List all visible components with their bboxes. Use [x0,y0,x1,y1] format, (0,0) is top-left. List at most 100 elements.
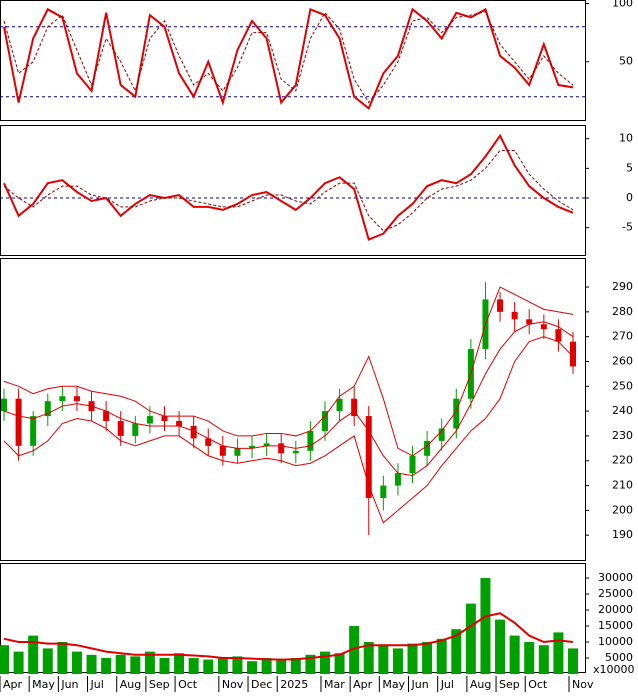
volume-bar [392,648,403,674]
volume-bar [524,642,535,674]
y-tick-label: 280 [612,305,633,318]
x-tick-label: Aug [120,678,141,691]
x-tick-label: Sep [149,678,170,691]
volume-bar [130,656,141,674]
series-line [3,150,574,232]
candle-body [365,416,372,498]
candle-body [321,411,328,431]
volume-bar [28,635,39,674]
x-tick-label: Sep [499,678,520,691]
volume-bar [217,658,228,674]
volume-bar [232,656,243,674]
volume-bar [363,642,374,674]
series-line [3,321,574,477]
candle-body [336,398,343,412]
volume-bar [144,651,155,674]
y-tick-label: 250 [612,379,633,392]
x-tick-label: Apr [353,678,373,691]
volume-bar [101,658,112,674]
x-tick-label: Jul [440,678,454,691]
volume-bar [159,658,170,674]
volume-bar [305,654,316,674]
y-tick-label: 260 [612,354,633,367]
series-line [3,286,574,457]
candle-body [409,455,416,474]
y-tick-label: 15000 [598,619,633,632]
x-tick-label: Nov [572,678,594,691]
candle-body [511,311,518,320]
volume-bar [174,653,185,674]
candle-body [190,425,197,439]
candle-body [117,421,124,436]
candle-body [15,398,22,446]
y-tick-label: -5 [622,221,633,234]
candle-body [526,319,533,325]
series-line [3,133,574,241]
x-tick-label: Apr [3,678,23,691]
y-tick-label: 30000 [598,571,633,584]
x-tick-label: Dec [251,678,272,691]
volume-bar [42,648,53,674]
volume-bar [13,651,24,674]
axis-unit: x10000 [593,663,635,676]
y-tick-label: 240 [612,404,633,417]
volume-bar [203,659,214,674]
candle-body [570,341,576,367]
x-tick-label: 2025 [280,678,308,691]
volume-bar [465,603,476,674]
volume-bar [480,578,491,674]
volume-bar [509,635,520,674]
volume-bar [378,645,389,674]
volume-bar [247,661,258,674]
y-tick-label: 270 [612,330,633,343]
candle-body [278,443,285,454]
volume-bar [538,645,549,674]
volume-bar [407,643,418,674]
series-line [3,336,574,524]
candle-body [1,398,7,412]
x-tick-label: Jun [411,678,429,691]
series-line [3,11,574,104]
volume-bar [349,626,360,674]
candle-body [555,329,562,342]
candle-body [146,416,153,424]
y-tick-label: 290 [612,280,633,293]
y-tick-label: 20000 [598,603,633,616]
panel-frame [0,0,586,121]
volume-bar [290,658,301,674]
y-tick-label: 10 [619,132,633,145]
y-tick-label: 25000 [598,587,633,600]
candle-body [219,445,226,456]
candle-body [59,396,66,402]
y-tick-label: 190 [612,528,633,541]
volume-bar [436,638,447,674]
volume-bar [0,645,9,674]
y-tick-label: 200 [612,503,633,516]
volume-bar [57,642,68,674]
candle-body [30,416,37,446]
candle-body [249,445,256,449]
x-tick-label: May [32,678,55,691]
candle-body [438,428,445,441]
panel-frame [0,258,586,561]
x-tick-label: Oct [178,678,198,691]
candle-body [103,411,110,422]
x-tick-label: Oct [528,678,548,691]
volume-bar [115,654,126,674]
volume-bar [188,658,199,674]
x-tick-label: Nov [222,678,244,691]
y-tick-label: 210 [612,479,633,492]
volume-bar [334,653,345,674]
candle-body [453,398,460,429]
candle-body [540,324,547,330]
volume-bar [261,658,272,674]
candle-body [394,473,401,486]
candle-body [292,450,299,454]
x-tick-label: Mar [324,678,345,691]
y-tick-label: 100 [612,0,633,9]
y-tick-label: 5 [626,161,633,174]
candle-body [234,448,241,456]
candle-body [44,401,51,417]
volume-bar [319,651,330,674]
volume-bar [568,648,578,674]
